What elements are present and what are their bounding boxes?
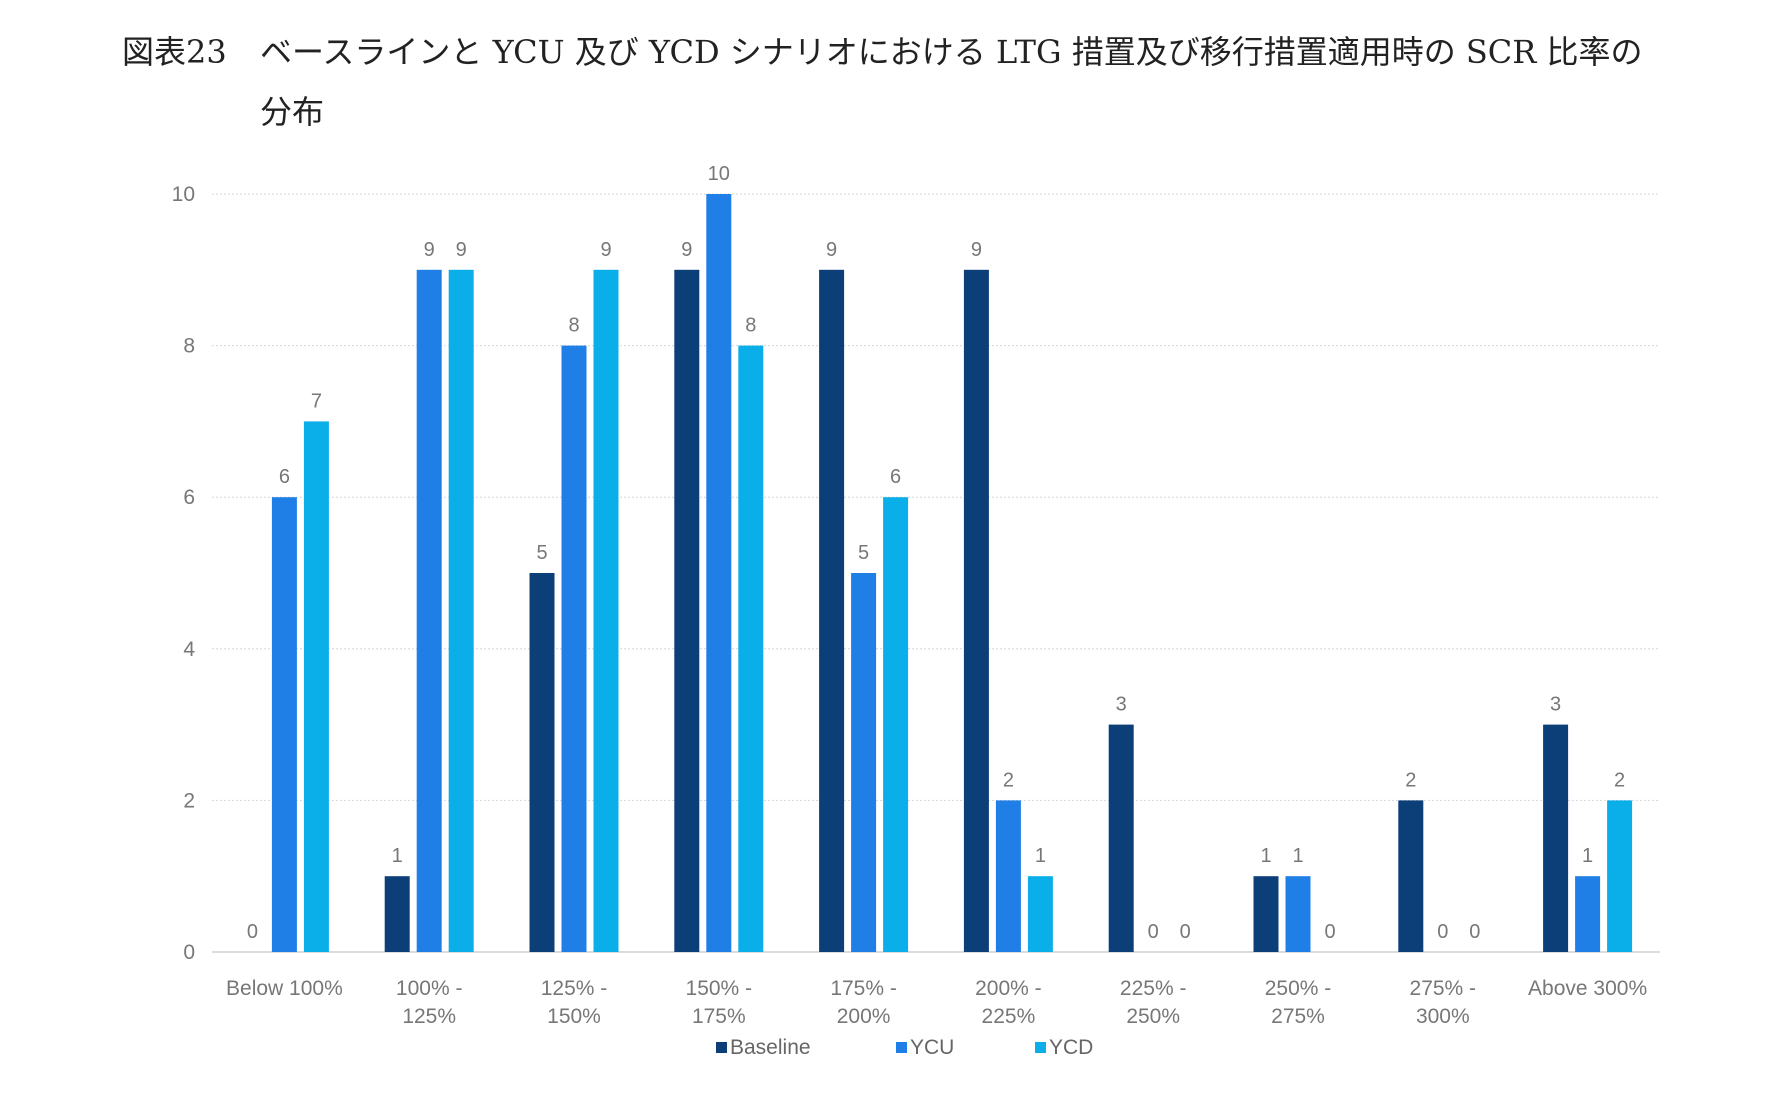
bar-ycu	[851, 573, 877, 952]
data-label: 1	[1582, 845, 1593, 867]
y-tick-label: 0	[183, 941, 195, 964]
x-tick-label: 225%	[982, 1005, 1036, 1028]
data-label: 5	[536, 542, 547, 564]
bar-ycd	[593, 269, 619, 952]
y-tick-label: 10	[172, 183, 195, 206]
data-label: 5	[858, 542, 869, 564]
data-label: 8	[745, 315, 756, 337]
legend-swatch-ycd	[1035, 1042, 1046, 1053]
data-label: 9	[600, 239, 611, 261]
data-label: 0	[1148, 921, 1159, 943]
data-label: 0	[1180, 921, 1191, 943]
y-tick-label: 4	[183, 638, 195, 661]
x-tick-label: 125%	[402, 1005, 456, 1028]
bar-baseline	[963, 269, 989, 952]
data-label: 9	[971, 239, 982, 261]
data-label: 2	[1614, 769, 1625, 791]
x-tick-label: 100% -	[396, 977, 463, 1000]
legend: Baseline YCU YCD	[716, 1036, 1093, 1059]
data-label: 6	[890, 466, 901, 488]
x-tick-label: 300%	[1416, 1005, 1470, 1028]
x-tick-label: Below 100%	[226, 977, 343, 1000]
x-tick-label: 275%	[1271, 1005, 1325, 1028]
figure-number: 図表23	[122, 33, 227, 71]
data-label: 0	[1469, 921, 1480, 943]
y-tick-label: 6	[183, 486, 195, 509]
legend-swatch-baseline	[716, 1042, 727, 1053]
x-tick-label: 200% -	[975, 977, 1042, 1000]
bar-ycu	[416, 269, 442, 952]
x-axis: Below 100% 100% - 125% 125% - 150% 150% - 175%…	[226, 977, 1647, 1028]
data-label: 2	[1405, 769, 1416, 791]
data-label: 7	[311, 390, 322, 412]
title-text-line1: ベースラインと YCU 及び YCD シナリオにおける LTG 措置及び移行措置…	[260, 33, 1643, 71]
data-label: 9	[456, 239, 467, 261]
x-tick-label: 250%	[1126, 1005, 1180, 1028]
legend-label-ycd: YCD	[1049, 1036, 1093, 1059]
bar-ycd	[883, 497, 909, 952]
title-text-line2: 分布	[260, 93, 325, 131]
data-label: 1	[1260, 845, 1271, 867]
bar-ycd	[738, 345, 764, 953]
x-tick-label: 200%	[837, 1005, 891, 1028]
bars	[271, 194, 1633, 953]
data-label: 1	[392, 845, 403, 867]
x-tick-label: 275% -	[1410, 977, 1477, 1000]
x-tick-label: 225% -	[1120, 977, 1187, 1000]
x-tick-label: Above 300%	[1528, 977, 1647, 1000]
chart-title: 図表23 ベースラインと YCU 及び YCD シナリオにおける LTG 措置及び…	[122, 22, 1682, 142]
x-tick-label: 150%	[547, 1005, 601, 1028]
data-label: 10	[708, 163, 730, 185]
bar-ycu	[271, 497, 297, 952]
data-label: 1	[1035, 845, 1046, 867]
x-tick-label: 175%	[692, 1005, 746, 1028]
data-label: 3	[1116, 694, 1127, 716]
legend-label-ycu: YCU	[910, 1036, 954, 1059]
bar-baseline	[529, 573, 555, 952]
bar-baseline	[1108, 724, 1134, 952]
x-tick-label: 250% -	[1265, 977, 1332, 1000]
x-tick-label: 175% -	[830, 977, 897, 1000]
data-label: 0	[247, 921, 258, 943]
data-label: 8	[568, 315, 579, 337]
bar-ycd	[1607, 800, 1633, 952]
x-tick-label: 125% -	[541, 977, 608, 1000]
data-label: 1	[1292, 845, 1303, 867]
bar-baseline	[1543, 724, 1569, 952]
bar-baseline	[674, 269, 700, 952]
bar-ycu	[561, 345, 587, 953]
data-label: 9	[424, 239, 435, 261]
x-tick-label: 150% -	[686, 977, 753, 1000]
legend-swatch-ycu	[896, 1042, 907, 1053]
bar-ycd	[1027, 876, 1053, 952]
bar-baseline	[1398, 800, 1424, 952]
data-label: 0	[1324, 921, 1335, 943]
data-label: 0	[1437, 921, 1448, 943]
bar-baseline	[384, 876, 410, 952]
bar-ycu	[1575, 876, 1601, 952]
bar-ycd	[303, 421, 329, 952]
data-label: 9	[681, 239, 692, 261]
y-axis: 0 2 4 6 8 10	[172, 183, 196, 964]
data-label: 9	[826, 239, 837, 261]
bar-ycu	[706, 194, 732, 952]
bar-baseline	[819, 269, 845, 952]
y-tick-label: 2	[183, 789, 195, 812]
bar-baseline	[1253, 876, 1279, 952]
data-label: 3	[1550, 694, 1561, 716]
y-tick-label: 8	[183, 335, 195, 358]
bar-ycu	[1285, 876, 1311, 952]
bar-ycu	[995, 800, 1021, 952]
legend-label-baseline: Baseline	[730, 1036, 811, 1059]
bar-ycd	[448, 269, 474, 952]
data-label: 6	[279, 466, 290, 488]
data-label: 2	[1003, 769, 1014, 791]
